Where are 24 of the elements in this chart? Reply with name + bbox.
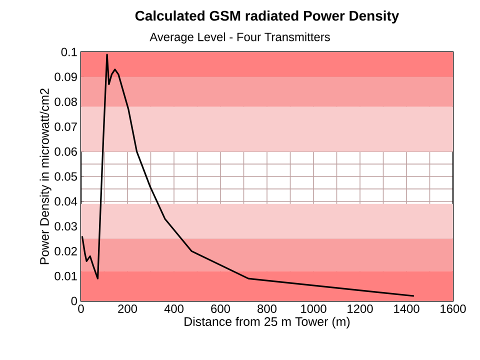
x-tick-label: 1600 xyxy=(440,304,466,313)
chart-subtitle: Average Level - Four Transmitters xyxy=(150,32,330,44)
y-tick-label: 0.03 xyxy=(54,222,77,231)
x-tick-label: 800 xyxy=(258,304,277,313)
y-tick-label: 0.02 xyxy=(54,246,77,256)
y-tick-label: 0.09 xyxy=(54,72,77,82)
x-tick-label: 200 xyxy=(118,304,138,313)
y-tick-label: 0.08 xyxy=(54,98,77,106)
chart-title: Calculated GSM radiated Power Density xyxy=(135,10,400,24)
y-tick-label: 0 xyxy=(71,296,78,306)
y-tick-label: 0.07 xyxy=(54,122,77,131)
y-tick-label: 0.1 xyxy=(61,48,77,56)
y-tick-label: 0.06 xyxy=(54,147,77,156)
y-axis-title: Power Density in microwatt/cm2 xyxy=(40,88,52,264)
x-axis-title: Distance from 25 m Tower (m) xyxy=(184,316,350,328)
x-tick-label: 0 xyxy=(78,304,84,313)
x-tick-label: 600 xyxy=(211,304,230,313)
x-tick-label: 1000 xyxy=(301,304,326,313)
y-tick-label: 0.01 xyxy=(54,272,77,280)
x-tick-label: 1200 xyxy=(348,304,373,313)
y-tick-label: 0.05 xyxy=(54,172,77,181)
y-tick-label: 0.04 xyxy=(54,197,78,206)
x-tick-label: 400 xyxy=(164,304,184,313)
x-tick-label: 1400 xyxy=(394,304,420,313)
